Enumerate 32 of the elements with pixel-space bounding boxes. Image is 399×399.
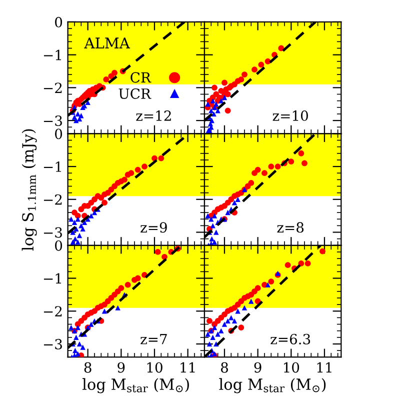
annotation: z=10	[272, 110, 308, 121]
y-tick-label: 0	[55, 16, 62, 28]
annotation: z=9	[140, 222, 167, 233]
y-tick-label: −1	[44, 161, 61, 172]
y-tick-label: 0	[55, 240, 62, 251]
x-tick-label: 10	[147, 362, 162, 373]
y-tick-label: 0	[55, 128, 62, 140]
annotation: z=7	[140, 334, 167, 344]
y-tick-label: −2	[44, 194, 62, 205]
y-tick-label: −3	[44, 115, 62, 126]
annotation: z=8	[277, 222, 304, 233]
y-tick-label: −3	[44, 227, 62, 238]
y-tick-label: −1	[44, 273, 61, 284]
x-tick-label: 11	[317, 362, 332, 373]
x-tick-label: 9	[254, 362, 262, 373]
annotation: z=6.3	[270, 334, 310, 344]
legend-label: UCR	[118, 88, 152, 99]
x-tick-label: 10	[284, 362, 300, 373]
y-tick-label: −2	[44, 82, 62, 93]
y-tick-label: −2	[44, 306, 62, 316]
annotation: ALMA	[84, 38, 130, 48]
x-tick-label: 8	[84, 362, 92, 373]
annotation: z=12	[136, 110, 171, 121]
y-tick-label: −1	[44, 50, 61, 60]
y-axis-title: log S$_{1.1mm}$ (mJy)	[22, 129, 37, 251]
x-axis-title: log M$_{star}$ (M$_{⊙}$)	[219, 378, 326, 394]
legend-label: CR	[130, 72, 152, 83]
x-tick-label: 11	[180, 362, 195, 373]
x-tick-label: 9	[118, 362, 125, 373]
y-tick-label: −3	[44, 338, 62, 350]
x-axis-title: log M$_{star}$ (M$_{⊙}$)	[82, 378, 189, 394]
x-tick-label: 8	[220, 362, 228, 373]
